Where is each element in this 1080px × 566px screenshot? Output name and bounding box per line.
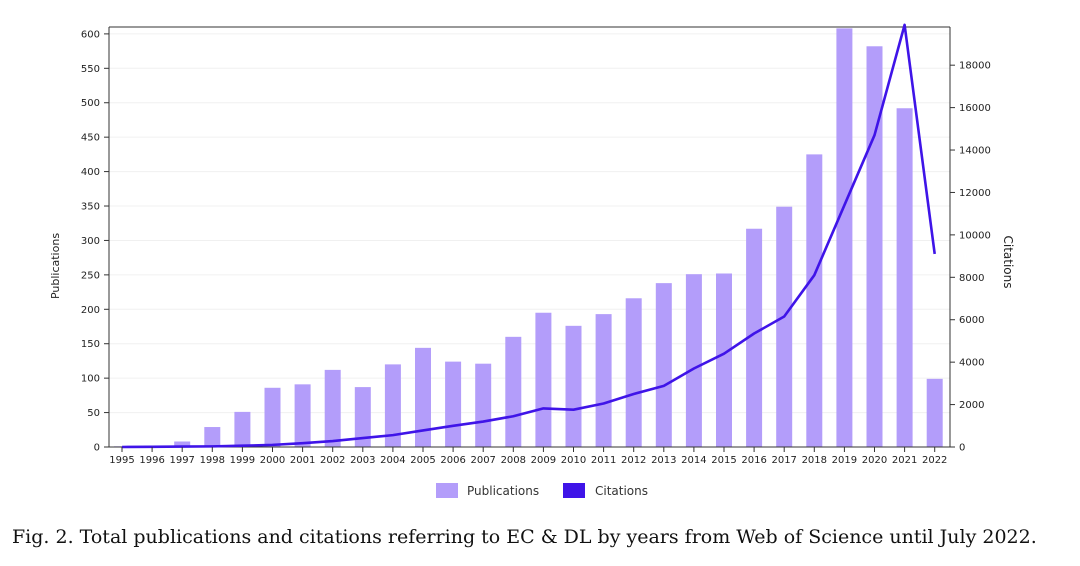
legend: Publications Citations: [436, 483, 648, 498]
bar-publications: [294, 384, 311, 447]
y-tick-label: 200: [81, 305, 100, 316]
x-tick-label: 2002: [320, 455, 345, 466]
bar-publications: [655, 283, 672, 447]
y-tick-label: 500: [81, 98, 100, 109]
y2-tick-label: 8000: [959, 273, 984, 284]
bar-publications: [324, 369, 341, 447]
x-tick-label: 2012: [621, 455, 646, 466]
bar-publications: [264, 387, 281, 447]
figure-caption: Fig. 2. Total publications and citations…: [12, 526, 1037, 548]
x-tick-label: 2022: [922, 455, 947, 466]
bar-publications: [174, 441, 191, 447]
bar-publications: [836, 28, 853, 448]
bar-publications: [354, 387, 371, 447]
y-tick-label: 0: [94, 443, 100, 454]
y2-tick-label: 0: [959, 443, 965, 454]
x-tick-label: 2018: [802, 455, 827, 466]
x-tick-label: 2009: [531, 455, 556, 466]
x-tick-label: 2011: [591, 455, 616, 466]
y-tick-label: 100: [81, 374, 100, 385]
y-axis-title: Publications: [49, 233, 62, 299]
bar-publications: [204, 427, 221, 447]
x-axis-ticks: 1995 1996 1997 1998 1999 2000 2001 2002 2003 2004…: [109, 447, 947, 466]
y2-tick-label: 4000: [959, 358, 984, 369]
bar-publications: [685, 274, 702, 447]
axes: [108, 26, 951, 448]
x-tick-label: 1996: [139, 455, 164, 466]
y-tick-label: 600: [81, 29, 100, 40]
bar-publications: [445, 361, 462, 447]
y2-tick-label: 6000: [959, 315, 984, 326]
bar-publications: [415, 347, 431, 447]
bar-publications: [746, 228, 763, 447]
y-tick-label: 50: [87, 408, 100, 419]
legend-label-publications[interactable]: Publications: [467, 484, 539, 498]
bar-publications: [505, 336, 522, 447]
bar-publications: [866, 46, 883, 448]
chart: 0 50 100 150 200 250 300 350 400 450 500 550 600 0 20…: [49, 23, 1015, 498]
bar-publications: [384, 364, 401, 447]
x-tick-label: 2013: [651, 455, 676, 466]
x-tick-label: 2014: [681, 455, 706, 466]
x-tick-label: 2001: [290, 455, 315, 466]
bar-publications: [595, 314, 612, 447]
x-tick-label: 2006: [440, 455, 465, 466]
x-tick-label: 1998: [200, 455, 225, 466]
bar-publications: [475, 363, 492, 447]
grid-lines: [109, 33, 950, 414]
citations-line: [121, 23, 936, 449]
y2-tick-label: 14000: [959, 146, 991, 157]
bar-publications: [234, 411, 251, 447]
y-tick-label: 350: [81, 202, 100, 213]
bar-publications: [806, 154, 823, 447]
y-tick-label: 450: [81, 133, 100, 144]
x-tick-label: 2004: [380, 455, 405, 466]
y-tick-label: 550: [81, 64, 100, 75]
bar-publications: [625, 298, 642, 447]
left-axis-ticks: 0 50 100 150 200 250 300 350 400 450 500 550 600: [81, 29, 109, 454]
x-tick-label: 2021: [892, 455, 917, 466]
y-tick-label: 150: [81, 339, 100, 350]
y2-tick-label: 16000: [959, 103, 991, 114]
publications-bars: [114, 28, 943, 448]
y2-tick-label: 18000: [959, 61, 991, 72]
bar-publications: [776, 206, 793, 447]
bar-publications: [896, 108, 913, 447]
y-tick-label: 250: [81, 270, 100, 281]
x-tick-label: 2003: [350, 455, 375, 466]
bar-publications: [926, 378, 943, 447]
x-tick-label: 2000: [260, 455, 285, 466]
x-tick-label: 2005: [410, 455, 435, 466]
x-tick-label: 1999: [230, 455, 255, 466]
y2-axis-title: Citations: [1001, 235, 1015, 288]
x-tick-label: 2017: [771, 455, 796, 466]
citations-line-layer: [121, 23, 936, 449]
x-tick-label: 2010: [561, 455, 586, 466]
bar-publications: [535, 312, 552, 447]
x-tick-label: 2020: [862, 455, 887, 466]
bar-publications: [565, 325, 582, 447]
y2-tick-label: 12000: [959, 188, 991, 199]
right-axis-ticks: 0 2000 4000 6000 8000 10000 12000 14000 16000 180…: [950, 61, 991, 454]
y-tick-label: 300: [81, 236, 100, 247]
legend-swatch-publications[interactable]: [436, 483, 458, 498]
x-tick-label: 1997: [169, 455, 194, 466]
x-tick-label: 2019: [832, 455, 857, 466]
legend-label-citations[interactable]: Citations: [595, 484, 648, 498]
y-tick-label: 400: [81, 167, 100, 178]
legend-swatch-citations[interactable]: [563, 483, 585, 498]
y2-tick-label: 10000: [959, 230, 991, 241]
x-tick-label: 1995: [109, 455, 134, 466]
x-tick-label: 2016: [741, 455, 766, 466]
x-tick-label: 2008: [501, 455, 526, 466]
x-tick-label: 2007: [470, 455, 495, 466]
bar-publications: [716, 273, 732, 447]
x-tick-label: 2015: [711, 455, 736, 466]
y2-tick-label: 2000: [959, 400, 984, 411]
